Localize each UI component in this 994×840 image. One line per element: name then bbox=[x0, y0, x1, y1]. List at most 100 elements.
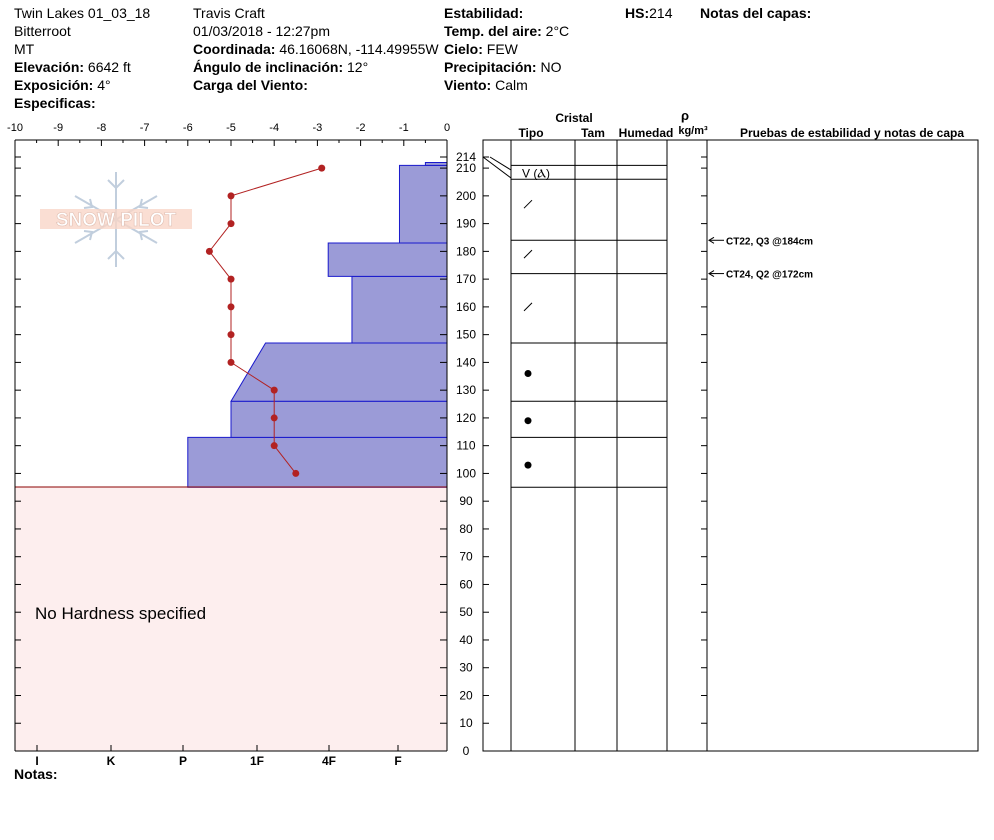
density-unit-header: kg/m³ bbox=[678, 125, 708, 137]
crystal-header: Cristal bbox=[555, 111, 592, 125]
test-label-0: CT22, Q3 @184cm bbox=[726, 236, 813, 247]
height-tick-label-21: 210 bbox=[456, 161, 476, 175]
temperature-point-11 bbox=[292, 469, 300, 477]
snow-height: HS:214 bbox=[625, 5, 673, 21]
header-col2: Travis Craft 01/03/2018 - 12:27pm Coordi… bbox=[193, 4, 439, 94]
test-arrow-head-1 bbox=[708, 270, 715, 278]
incline: Ángulo de inclinación: 12° bbox=[193, 59, 369, 75]
temperature-point-1 bbox=[227, 192, 235, 200]
height-tick-label-20: 200 bbox=[456, 189, 476, 203]
height-axis: 0 10 20 30 40 50 60 70 80 90 100 110 120 130 140 150 160… bbox=[15, 150, 707, 758]
temperature-profile bbox=[205, 164, 326, 477]
temperature-point-3 bbox=[205, 247, 213, 255]
height-tick-label-2: 20 bbox=[459, 688, 473, 702]
hardness-label-0: I bbox=[35, 754, 38, 768]
temperature-point-5 bbox=[227, 303, 235, 311]
wind-load: Carga del Viento: bbox=[193, 77, 308, 93]
height-tick-label-7: 70 bbox=[459, 550, 473, 564]
temperature-point-0 bbox=[318, 164, 326, 172]
moisture-header: Humedad bbox=[619, 126, 674, 140]
temperature-point-4 bbox=[227, 275, 235, 283]
no-hardness-label: No Hardness specified bbox=[35, 604, 206, 623]
temperature-point-8 bbox=[270, 386, 278, 394]
snowpilot-logo: SNOW PILOT bbox=[40, 172, 192, 267]
temperature-line bbox=[208, 167, 322, 474]
no-hardness-area bbox=[15, 487, 447, 751]
temp-tick-label-7: -3 bbox=[313, 122, 323, 134]
hardness-layers bbox=[187, 162, 448, 488]
state-name: MT bbox=[14, 41, 35, 57]
sky: Cielo: FEW bbox=[444, 41, 518, 57]
height-tick-label-3: 30 bbox=[459, 661, 473, 675]
height-tick-label-1: 10 bbox=[459, 716, 473, 730]
height-tick-label-15: 150 bbox=[456, 328, 476, 342]
crystal-symbol-faceted-2 bbox=[523, 249, 533, 259]
crystal-symbols: V (Ⲁ) bbox=[522, 167, 550, 469]
logo-text: SNOW PILOT bbox=[56, 210, 177, 231]
temp-tick-label-6: -4 bbox=[269, 122, 279, 134]
precipitation: Precipitación: NO bbox=[444, 59, 562, 75]
temp-tick-label-1: -9 bbox=[53, 122, 63, 134]
hardness-label-3: 1F bbox=[250, 754, 264, 768]
range-name: Bitterroot bbox=[14, 23, 71, 39]
height-tick-label-4: 40 bbox=[459, 633, 473, 647]
layer-table-frame bbox=[482, 139, 979, 752]
site-name: Twin Lakes 01_03_18 bbox=[14, 5, 151, 21]
aspect: Exposición: 4° bbox=[14, 77, 111, 93]
header-col1: Twin Lakes 01_03_18 Bitterroot MT Elevac… bbox=[14, 4, 150, 112]
hardness-layer-3 bbox=[351, 275, 448, 344]
elevation: Elevación: 6642 ft bbox=[14, 59, 131, 75]
test-arrow-head-0 bbox=[708, 236, 715, 244]
height-tick-label-16: 160 bbox=[456, 300, 476, 314]
hardness-layer-6 bbox=[424, 162, 448, 166]
header-col3: Estabilidad: Temp. del aire: 2°C Cielo: … bbox=[444, 4, 569, 94]
temperature-point-7 bbox=[227, 358, 235, 366]
specifics: Especificas: bbox=[14, 95, 96, 111]
temp-tick-label-4: -6 bbox=[183, 122, 193, 134]
crystal-symbol-faceted-1 bbox=[523, 199, 533, 209]
size-header: Tam bbox=[581, 126, 605, 140]
height-tick-label-0: 0 bbox=[463, 744, 470, 758]
notes-label: Notas: bbox=[14, 766, 58, 782]
crystal-symbol-rounded-4 bbox=[524, 370, 532, 378]
temp-tick-label-8: -2 bbox=[356, 122, 366, 134]
temperature-point-9 bbox=[270, 414, 278, 422]
hardness-label-5: F bbox=[394, 754, 401, 768]
crystal-symbol-surface-hoar-0: V (Ⲁ) bbox=[522, 167, 550, 181]
hardness-label-4: 4F bbox=[322, 754, 336, 768]
temp-tick-label-10: 0 bbox=[444, 122, 450, 134]
tests-header: Pruebas de estabilidad y notas de capa bbox=[740, 126, 964, 140]
temperature-point-6 bbox=[227, 331, 235, 339]
height-tick-label-5: 50 bbox=[459, 605, 473, 619]
temp-tick-label-0: -10 bbox=[7, 122, 23, 134]
height-tick-label-18: 180 bbox=[456, 244, 476, 258]
hardness-label-1: K bbox=[107, 754, 116, 768]
stability: Estabilidad: bbox=[444, 5, 524, 21]
height-tick-label-10: 100 bbox=[456, 466, 476, 480]
type-header: Tipo bbox=[518, 126, 543, 140]
temp-tick-label-3: -7 bbox=[140, 122, 150, 134]
datetime: 01/03/2018 - 12:27pm bbox=[193, 23, 330, 39]
height-tick-label-6: 60 bbox=[459, 577, 473, 591]
hardness-layer-4 bbox=[327, 242, 448, 277]
height-tick-label-14: 140 bbox=[456, 355, 476, 369]
hardness-label-2: P bbox=[179, 754, 187, 768]
height-tick-label-8: 80 bbox=[459, 522, 473, 536]
temperature-axis: -10 -9 -8 -7 -6 -5 -4 -3 -2 -1 0 bbox=[7, 122, 450, 146]
test-label-1: CT24, Q2 @172cm bbox=[726, 270, 813, 281]
hardness-layer-0 bbox=[187, 436, 448, 488]
height-tick-label-22: 214 bbox=[456, 150, 476, 164]
temperature-point-2 bbox=[227, 220, 235, 228]
hardness-layer-2 bbox=[230, 342, 448, 402]
temp-tick-label-9: -1 bbox=[399, 122, 409, 134]
temperature-point-10 bbox=[270, 442, 278, 450]
height-tick-label-9: 90 bbox=[459, 494, 473, 508]
air-temp: Temp. del aire: 2°C bbox=[444, 23, 570, 39]
observer: Travis Craft bbox=[193, 5, 265, 21]
height-tick-label-11: 110 bbox=[456, 439, 475, 453]
coordinates: Coordinada: 46.16068N, -114.49955W bbox=[193, 41, 439, 57]
height-tick-label-17: 170 bbox=[456, 272, 476, 286]
height-tick-label-19: 190 bbox=[456, 217, 476, 231]
hardness-layer-5 bbox=[398, 164, 448, 244]
